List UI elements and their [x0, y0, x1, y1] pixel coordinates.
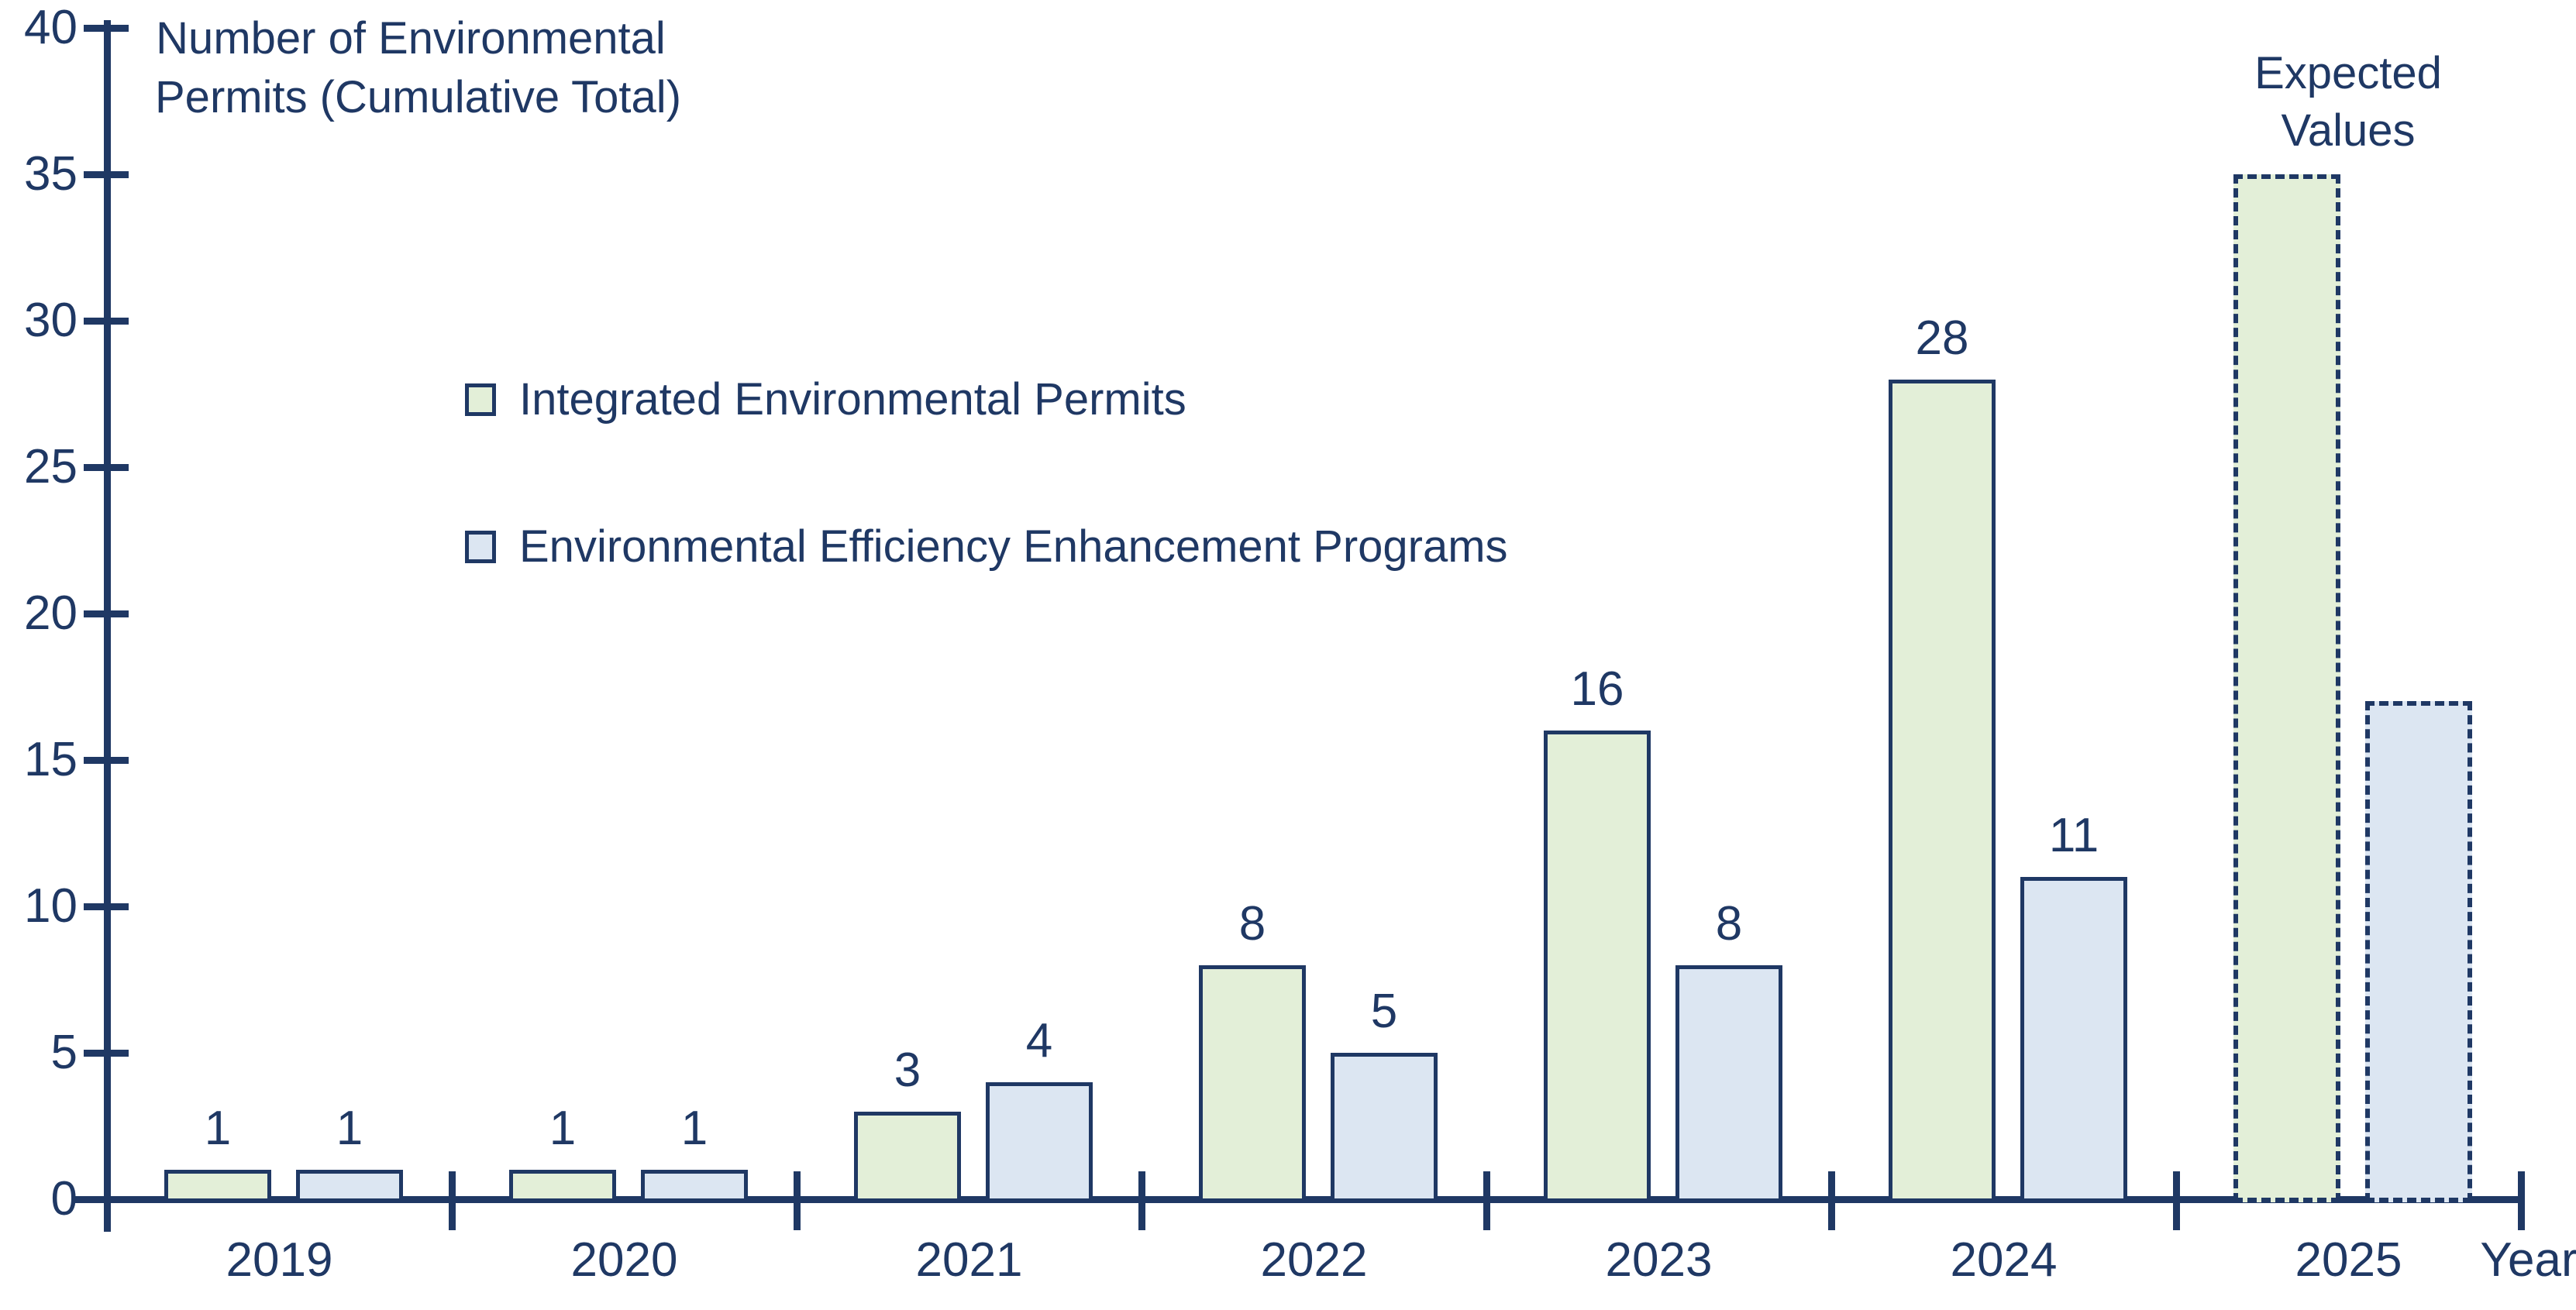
- x-tick-label-2025: 2025: [2295, 1233, 2402, 1287]
- bar-blue-2025: [2365, 701, 2472, 1202]
- bar-blue-2024: [2020, 877, 2127, 1202]
- bar-green-2024: [1889, 379, 1996, 1202]
- legend-swatch-green: [465, 383, 496, 416]
- value-label-blue-2022: 5: [1370, 985, 1398, 1038]
- y-axis-line: [104, 20, 111, 1232]
- x-tick-label-2024: 2024: [1950, 1233, 2058, 1287]
- y-axis-tick: [84, 318, 129, 325]
- value-label-green-2020: 1: [549, 1102, 577, 1156]
- x-tick-label-2023: 2023: [1605, 1233, 1713, 1287]
- y-axis-title-line2: Permits (Cumulative Total): [155, 72, 682, 122]
- value-label-green-2019: 1: [204, 1102, 232, 1156]
- value-label-green-2024: 28: [1915, 311, 1969, 365]
- value-label-green-2022: 8: [1238, 896, 1266, 951]
- value-label-blue-2020: 1: [680, 1102, 708, 1156]
- bar-green-2019: [164, 1170, 271, 1202]
- value-label-green-2023: 16: [1570, 662, 1624, 717]
- bar-blue-2019: [296, 1170, 403, 1202]
- y-tick-label: 15: [24, 733, 77, 786]
- value-label-blue-2019: 1: [336, 1102, 363, 1156]
- x-axis-tick: [2518, 1171, 2525, 1230]
- x-axis-tick: [104, 1171, 111, 1230]
- expected-values-annotation: Expected Values: [2216, 45, 2480, 160]
- x-axis-tick: [1483, 1171, 1490, 1230]
- y-axis-tick: [84, 757, 129, 764]
- x-axis-name: Year: [2480, 1233, 2576, 1287]
- y-axis-tick: [84, 1050, 129, 1057]
- legend-item-efficiency-programs: Environmental Efficiency Enhancement Pro…: [465, 521, 1508, 572]
- expected-values-line1: Expected: [2254, 48, 2442, 98]
- bar-green-2023: [1544, 731, 1651, 1202]
- y-axis-tick: [84, 25, 129, 32]
- x-tick-label-2022: 2022: [1260, 1233, 1368, 1287]
- bar-blue-2021: [986, 1081, 1093, 1202]
- bar-blue-2023: [1675, 964, 1782, 1202]
- y-tick-label: 25: [24, 440, 77, 493]
- y-tick-label: 35: [24, 147, 77, 201]
- y-axis-tick: [84, 903, 129, 910]
- x-tick-label-2020: 2020: [570, 1233, 678, 1287]
- y-tick-label: 20: [24, 586, 77, 640]
- bar-blue-2022: [1331, 1053, 1438, 1202]
- value-label-green-2021: 3: [894, 1043, 921, 1097]
- x-axis-tick: [1138, 1171, 1145, 1230]
- x-tick-label-2019: 2019: [226, 1233, 333, 1287]
- y-axis-title: Number of Environmental Permits (Cumulat…: [155, 9, 681, 127]
- legend-label-efficiency-programs: Environmental Efficiency Enhancement Pro…: [519, 521, 1508, 572]
- bar-blue-2020: [641, 1170, 748, 1202]
- y-axis-tick: [84, 610, 129, 617]
- legend-label-integrated-permits: Integrated Environmental Permits: [519, 374, 1186, 425]
- expected-values-line2: Values: [2281, 105, 2416, 156]
- y-axis-tick: [84, 171, 129, 178]
- x-axis-tick: [2173, 1171, 2180, 1230]
- value-label-blue-2023: 8: [1715, 896, 1743, 951]
- x-axis-tick: [449, 1171, 456, 1230]
- y-axis-title-line1: Number of Environmental: [156, 13, 666, 64]
- x-axis-tick: [794, 1171, 801, 1230]
- legend-swatch-blue: [465, 530, 496, 563]
- bar-green-2020: [509, 1170, 616, 1202]
- value-label-blue-2021: 4: [1025, 1013, 1053, 1068]
- value-label-blue-2024: 11: [2048, 809, 2099, 863]
- y-tick-label: 10: [24, 879, 77, 933]
- y-axis-tick: [84, 464, 129, 471]
- bar-green-2021: [854, 1111, 961, 1202]
- bar-green-2022: [1199, 964, 1306, 1202]
- y-tick-label: 30: [24, 294, 77, 347]
- bar-green-2025: [2233, 174, 2340, 1202]
- legend-item-integrated-permits: Integrated Environmental Permits: [465, 373, 1186, 425]
- y-tick-label: 40: [24, 1, 77, 54]
- y-tick-label: 5: [50, 1026, 77, 1079]
- x-axis-tick: [1828, 1171, 1835, 1230]
- x-tick-label-2021: 2021: [915, 1233, 1023, 1287]
- y-tick-label: 0: [50, 1172, 77, 1226]
